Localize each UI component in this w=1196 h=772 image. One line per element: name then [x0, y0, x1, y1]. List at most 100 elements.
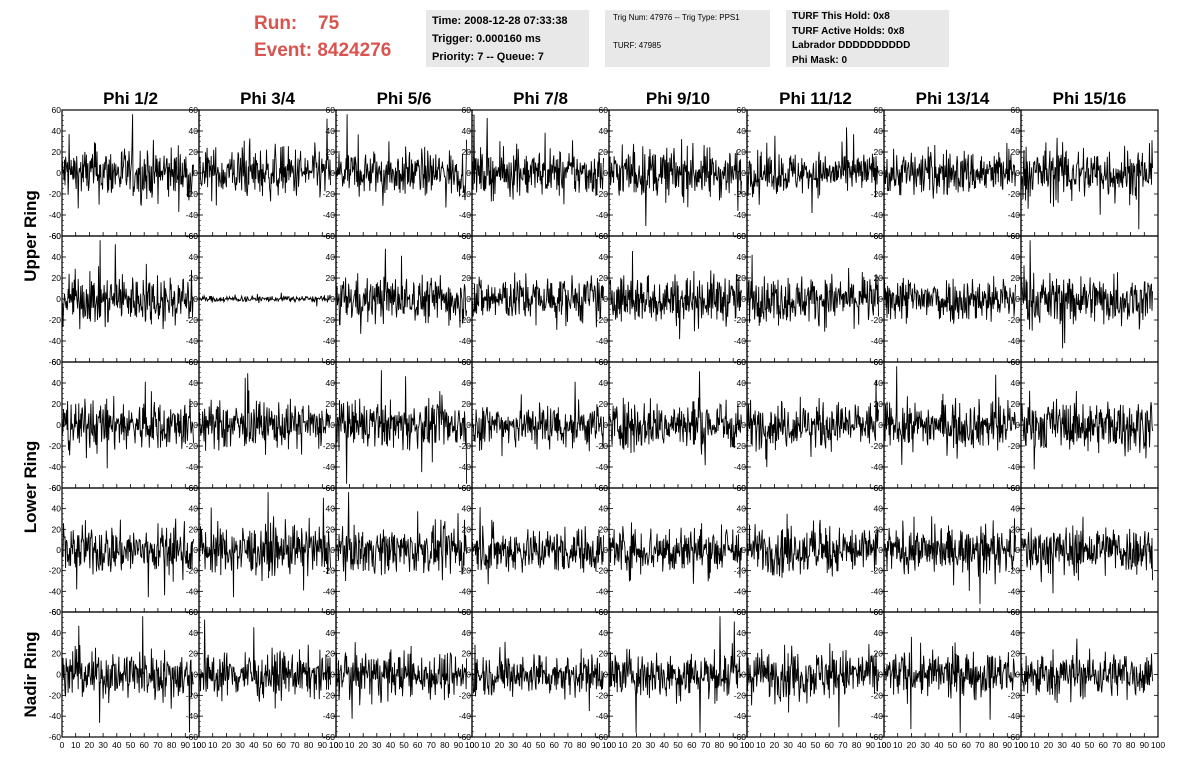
y-tick-label: 40	[462, 378, 472, 388]
y-tick-label: -40	[1008, 711, 1021, 721]
y-tick-label: 0	[878, 420, 883, 430]
y-tick-label: 40	[326, 504, 336, 514]
y-tick-label: 0	[1015, 168, 1020, 178]
y-tick-label: 40	[1011, 252, 1021, 262]
y-tick-label: 60	[462, 231, 472, 241]
x-tick-label: 40	[1071, 740, 1081, 750]
x-tick-label: 60	[139, 740, 149, 750]
waveform-trace	[198, 373, 331, 455]
y-tick-label: -40	[871, 586, 884, 596]
y-tick-label: 20	[326, 399, 336, 409]
ring-row-label: Nadir Ring	[21, 632, 40, 718]
time-info-box: Time: 2008-12-28 07:33:38 Trigger: 0.000…	[426, 10, 589, 67]
y-tick-label: -20	[1008, 315, 1021, 325]
y-tick-label: -20	[49, 566, 62, 576]
y-tick-label: 60	[189, 357, 199, 367]
waveform-trace	[883, 276, 1016, 324]
x-tick-label: 40	[112, 740, 122, 750]
y-tick-label: -20	[459, 189, 472, 199]
x-tick-label: 70	[1112, 740, 1122, 750]
y-tick-label: 20	[52, 524, 62, 534]
y-tick-label: 40	[462, 252, 472, 262]
y-tick-label: -60	[49, 357, 62, 367]
y-tick-label: 40	[189, 378, 199, 388]
y-tick-label: 60	[599, 607, 609, 617]
x-tick-label: 90	[181, 740, 191, 750]
y-tick-label: 60	[874, 357, 884, 367]
y-tick-label: 60	[599, 105, 609, 115]
y-tick-label: -60	[186, 732, 199, 742]
y-tick-label: 0	[56, 670, 61, 680]
y-tick-label: -20	[871, 690, 884, 700]
y-tick-label: -60	[871, 732, 884, 742]
y-tick-label: -20	[734, 315, 747, 325]
x-tick-label: 100	[602, 740, 616, 750]
y-tick-label: 40	[599, 126, 609, 136]
x-tick-label: 10	[1030, 740, 1040, 750]
y-tick-label: 20	[1011, 273, 1021, 283]
y-tick-label: -20	[49, 441, 62, 451]
y-tick-label: -40	[459, 711, 472, 721]
y-tick-label: 20	[52, 147, 62, 157]
x-tick-label: 70	[975, 740, 985, 750]
y-tick-label: 0	[1015, 294, 1020, 304]
y-tick-label: 0	[603, 545, 608, 555]
event-label: Event:	[254, 40, 313, 61]
y-tick-label: -60	[49, 483, 62, 493]
waveform-trace	[471, 641, 604, 712]
y-tick-label: 60	[189, 231, 199, 241]
x-tick-label: 40	[797, 740, 807, 750]
waveform-trace	[198, 619, 331, 709]
y-tick-label: 60	[52, 357, 62, 367]
phi-column-header: Phi 9/10	[646, 89, 710, 108]
y-tick-label: 60	[599, 483, 609, 493]
x-tick-label: 0	[334, 740, 339, 750]
x-tick-label: 80	[715, 740, 725, 750]
y-tick-label: 60	[189, 607, 199, 617]
trigger-info-box: Trig Num: 47976 -- Trig Type: PPS1 TURF:…	[605, 10, 770, 67]
y-tick-label: -20	[596, 189, 609, 199]
y-tick-label: 60	[326, 483, 336, 493]
waveform-trace	[608, 616, 742, 733]
y-tick-label: -20	[323, 566, 336, 576]
waveform-trace	[335, 492, 468, 582]
waveform-trace	[883, 366, 1016, 465]
y-tick-label: 0	[603, 168, 608, 178]
x-tick-label: 70	[153, 740, 163, 750]
y-tick-label: -20	[186, 189, 199, 199]
y-tick-label: 40	[737, 504, 747, 514]
y-tick-label: 0	[741, 545, 746, 555]
y-tick-label: -40	[1008, 462, 1021, 472]
x-tick-label: 50	[263, 740, 273, 750]
y-tick-label: -20	[186, 315, 199, 325]
y-tick-label: -40	[323, 210, 336, 220]
y-tick-label: 40	[189, 252, 199, 262]
y-tick-label: 0	[878, 294, 883, 304]
y-tick-label: -20	[734, 690, 747, 700]
phi-column-header: Phi 11/12	[779, 89, 852, 108]
y-tick-label: 40	[1011, 126, 1021, 136]
x-tick-label: 50	[536, 740, 546, 750]
y-tick-label: -20	[596, 566, 609, 576]
y-tick-label: 40	[874, 378, 884, 388]
y-tick-label: -60	[459, 732, 472, 742]
run-label: Run:	[254, 13, 298, 34]
y-tick-label: 60	[1011, 231, 1021, 241]
y-tick-label: -20	[734, 566, 747, 576]
x-tick-label: 40	[522, 740, 532, 750]
x-tick-label: 50	[399, 740, 409, 750]
y-tick-label: 20	[599, 399, 609, 409]
y-tick-label: -20	[186, 690, 199, 700]
y-tick-label: 40	[874, 504, 884, 514]
phi-column-header: Phi 5/6	[377, 89, 432, 108]
y-tick-label: 20	[599, 524, 609, 534]
y-tick-label: 0	[330, 420, 335, 430]
x-tick-label: 90	[728, 740, 738, 750]
x-tick-label: 60	[276, 740, 286, 750]
y-tick-label: -60	[596, 732, 609, 742]
y-tick-label: 40	[52, 252, 62, 262]
y-tick-label: 60	[737, 607, 747, 617]
y-tick-label: 20	[874, 399, 884, 409]
y-tick-label: -20	[459, 315, 472, 325]
